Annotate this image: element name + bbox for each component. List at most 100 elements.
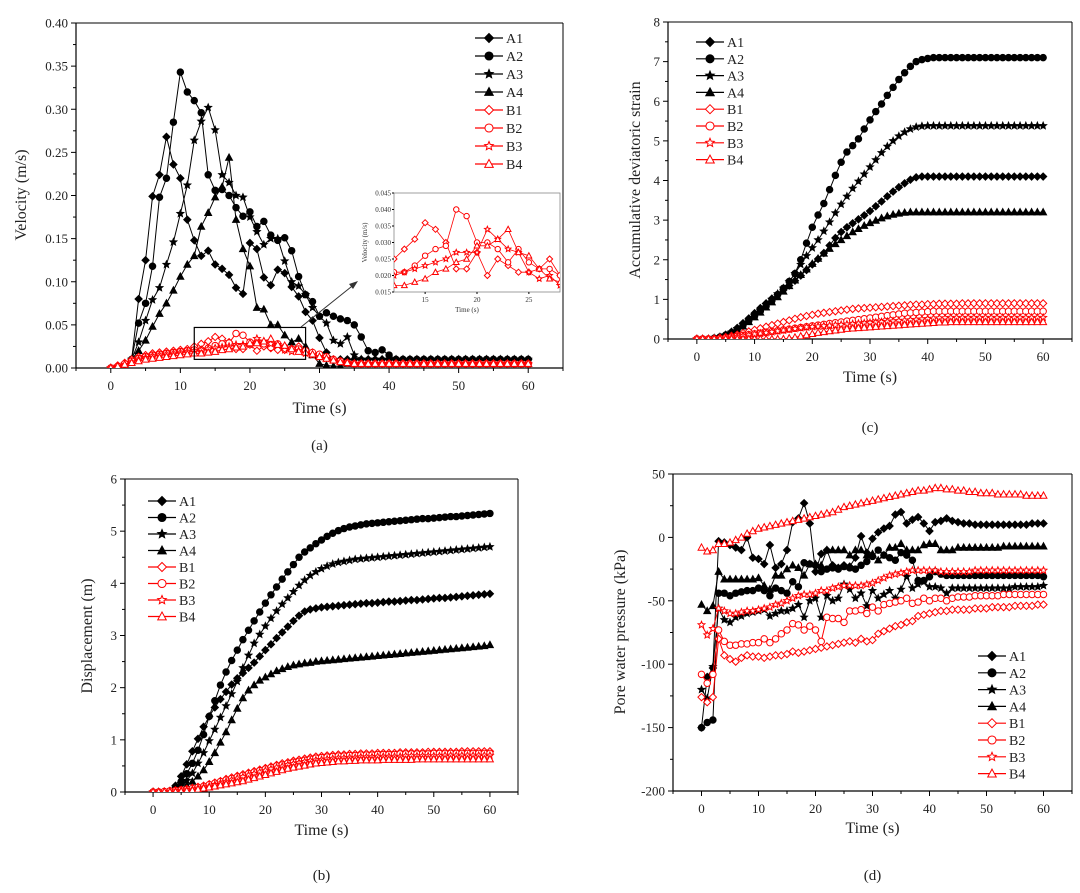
data-point-A3 [1010, 581, 1020, 591]
data-point-A2 [256, 608, 264, 616]
legend-marker-triangle-icon [483, 86, 495, 96]
x-tick-label: 0 [698, 801, 705, 816]
series-B3 [696, 565, 1049, 640]
data-point-A1 [1021, 172, 1031, 181]
data-point-A3 [953, 583, 963, 593]
data-point-B4 [183, 349, 192, 358]
data-point-A3 [210, 125, 220, 134]
data-point-A4 [249, 680, 259, 689]
data-point-A4 [190, 251, 199, 260]
data-point-A2 [322, 309, 331, 317]
inset-data-point-B4 [411, 278, 419, 285]
data-point-B4 [900, 320, 909, 328]
data-point-A1 [261, 645, 270, 655]
inset-data-point-B4 [442, 264, 450, 272]
data-point-B4 [975, 317, 984, 326]
series-A4 [697, 539, 1048, 615]
data-point-B1 [805, 645, 815, 655]
data-point-B1 [1004, 299, 1013, 308]
zoom-box [193, 326, 307, 360]
data-point-A4 [865, 218, 875, 227]
legend-marker-circle-icon [484, 123, 494, 133]
data-point-A4 [155, 309, 164, 317]
data-point-A1 [998, 172, 1008, 181]
data-point-B4 [993, 489, 1003, 498]
data-point-A1 [294, 611, 304, 620]
legend-item-B4: B4 [696, 154, 743, 169]
data-point-A4 [1021, 207, 1031, 216]
x-tick-label: 10 [748, 349, 761, 364]
legend-item-A1: A1 [148, 495, 196, 510]
data-point-A1 [976, 520, 986, 530]
data-point-A2 [287, 246, 296, 255]
data-point-A1 [765, 540, 775, 550]
x-tick-label: 10 [174, 378, 187, 393]
series-B2 [697, 590, 1048, 687]
data-point-A1 [859, 211, 869, 220]
data-point-A3 [294, 580, 304, 590]
data-point-A3 [342, 332, 352, 341]
legend-label: A4 [506, 86, 523, 101]
data-point-B1 [833, 639, 843, 649]
data-point-B3 [266, 338, 276, 348]
data-point-A4 [334, 654, 343, 663]
legend-label: A3 [727, 70, 744, 85]
data-point-A3 [907, 583, 918, 593]
data-point-A2 [866, 116, 874, 124]
data-point-A4 [917, 207, 927, 216]
data-point-B4 [725, 537, 735, 546]
x-tick-label: 50 [979, 349, 992, 364]
data-point-A4 [891, 542, 900, 551]
data-point-A3 [232, 676, 242, 686]
data-point-B1 [999, 602, 1008, 612]
data-point-B4 [194, 784, 202, 792]
data-point-B4 [390, 755, 399, 763]
data-point-B4 [259, 336, 269, 345]
data-point-A2 [188, 759, 197, 768]
data-point-B4 [188, 785, 196, 792]
data-point-A4 [761, 302, 771, 311]
data-point-A4 [794, 563, 803, 572]
data-point-A3 [395, 550, 405, 560]
data-point-A3 [974, 120, 985, 130]
data-point-B4 [865, 322, 875, 331]
legend-item-A4: A4 [696, 86, 744, 101]
data-point-B4 [959, 485, 968, 494]
inset-x-tick-label: 15 [422, 296, 430, 304]
data-point-A2 [190, 96, 199, 105]
inset-data-point-B2 [432, 245, 439, 253]
data-point-A4 [737, 574, 746, 583]
data-point-A2 [783, 589, 791, 597]
data-point-A1 [221, 687, 231, 697]
data-point-A1 [280, 268, 290, 278]
y-tick-label: 6 [111, 472, 118, 487]
data-point-A1 [965, 519, 974, 528]
data-point-B4 [468, 359, 477, 367]
data-point-B4 [940, 317, 950, 326]
data-point-B2 [863, 609, 871, 618]
data-point-A4 [210, 748, 220, 757]
data-point-B3 [941, 566, 952, 576]
data-point-B4 [923, 318, 932, 327]
inset-data-point-B1 [462, 265, 471, 273]
data-point-B4 [245, 338, 255, 347]
data-point-B3 [987, 565, 997, 575]
data-point-B4 [1021, 317, 1031, 326]
y-tick-label: -150 [641, 720, 665, 735]
data-point-A3 [871, 155, 881, 164]
data-point-A2 [134, 319, 143, 327]
data-point-A2 [272, 583, 281, 591]
data-point-A3 [307, 302, 318, 312]
data-point-A2 [204, 171, 212, 179]
data-point-B1 [1027, 299, 1036, 308]
legend-marker-star-icon [986, 750, 998, 762]
data-point-A2 [788, 578, 797, 586]
legend-item-A2: A2 [148, 512, 196, 527]
legend-label: A2 [506, 50, 523, 65]
inset-data-point-B3 [452, 248, 461, 256]
data-point-A4 [805, 559, 815, 568]
data-point-B4 [894, 320, 904, 329]
inset-data-point-B2 [453, 206, 460, 213]
data-point-A1 [266, 280, 276, 290]
